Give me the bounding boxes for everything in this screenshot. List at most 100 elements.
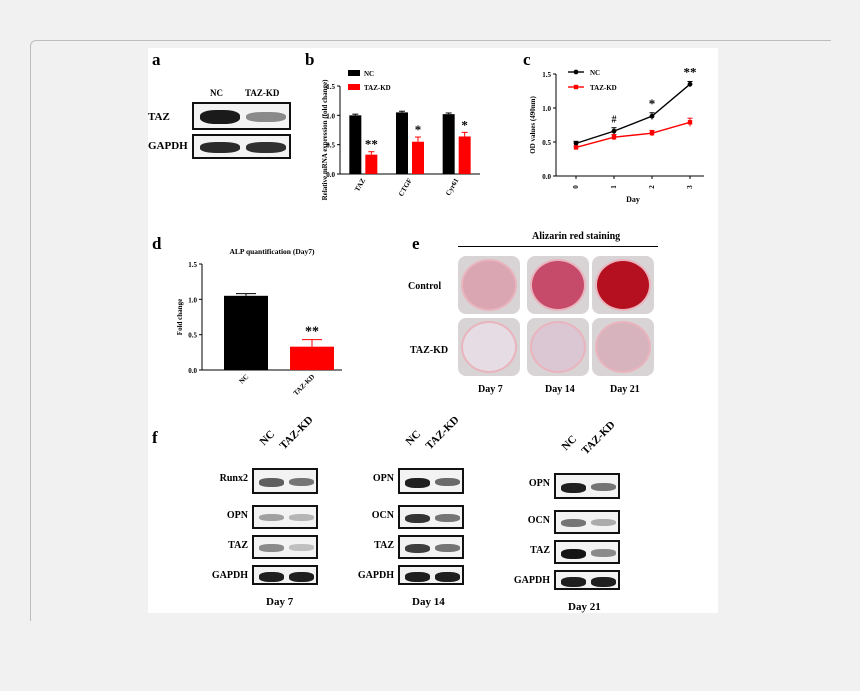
band [289, 514, 314, 521]
y-tick-label: 0.5 [188, 332, 197, 340]
legend-swatch-kd [348, 84, 360, 90]
significance-marker: * [649, 96, 656, 111]
staining-title: Alizarin red staining [532, 231, 621, 242]
row-label-taz: TAZ [148, 111, 170, 123]
blot-opn [398, 468, 464, 494]
day-label: Day 21 [568, 601, 601, 613]
dish-well [530, 259, 586, 311]
band [246, 142, 286, 153]
band [289, 478, 314, 487]
col-label-day14: Day 14 [545, 384, 575, 395]
dish-well [530, 321, 586, 373]
lane-label-nc: NC [559, 433, 580, 453]
y-tick-label: 0.0 [542, 173, 551, 181]
significance-marker: * [415, 122, 422, 137]
y-tick-label: 0.0 [326, 171, 335, 179]
band [405, 514, 430, 524]
row-label-taz: TAZ [228, 540, 248, 551]
row-label-ocn: OCN [371, 510, 394, 521]
culture-dish [592, 318, 654, 376]
band [405, 544, 430, 554]
dish-well [595, 321, 651, 373]
panel-label-c: c [523, 50, 531, 69]
blot-taz [398, 535, 464, 559]
lane-label-taz-kd: TAZ-KD [245, 88, 280, 98]
band [405, 572, 430, 582]
x-tick-label: 3 [686, 185, 694, 189]
legend-label-kd: TAZ-KD [364, 84, 391, 92]
band [561, 577, 586, 587]
data-point-nc [649, 113, 655, 119]
bar-nc [442, 114, 455, 174]
row-label-gapdh: GAPDH [357, 570, 394, 581]
y-axis-label: Relative mRNA expression (fold change) [321, 79, 329, 200]
panel-label-e: e [412, 234, 420, 253]
band [591, 519, 616, 527]
legend-marker-nc [573, 69, 579, 75]
x-tick-label: 0 [572, 185, 580, 189]
y-tick-label: 1.5 [326, 83, 335, 91]
blot-ocn [398, 505, 464, 529]
band [435, 514, 460, 523]
band [591, 483, 616, 492]
x-axis-label: Day [626, 195, 640, 204]
band [246, 112, 286, 122]
row-label-taz: TAZ [530, 545, 550, 556]
row-label-opn: OPN [226, 510, 248, 521]
band [259, 544, 284, 552]
y-tick-label: 0.5 [326, 142, 335, 150]
band [591, 577, 616, 587]
col-label-day7: Day 7 [478, 384, 503, 395]
x-tick-label: 1 [610, 185, 618, 189]
significance-marker: # [612, 115, 617, 126]
dish-well [461, 259, 517, 311]
culture-dish [458, 256, 520, 314]
blot-opn [252, 505, 318, 529]
significance-marker: ** [365, 137, 378, 152]
blot-taz [554, 540, 620, 564]
row-label-gapdh: GAPDH [148, 140, 188, 152]
band [259, 478, 284, 487]
panel-label-d: d [152, 234, 162, 253]
data-point-kd [611, 135, 617, 140]
legend-label-kd: TAZ-KD [590, 84, 617, 92]
y-axis-label: OD values (490nm) [529, 96, 537, 154]
blot-gapdh [192, 134, 291, 159]
significance-marker: ** [305, 325, 319, 340]
y-tick-label: 1.5 [542, 71, 551, 79]
bar-taz-kd [458, 136, 471, 174]
culture-dish [527, 256, 589, 314]
lane-label-taz-kd: TAZ-KD [579, 418, 618, 457]
figure: a NC TAZ-KD TAZ GAPDH b 0.0 0.5 1.0 1.5 Rela… [148, 48, 718, 613]
band [591, 549, 616, 557]
row-label-control: Control [408, 281, 442, 292]
row-label-gapdh: GAPDH [513, 575, 550, 586]
band [259, 514, 284, 522]
bar-taz-kd [365, 154, 378, 174]
row-label-opn: OPN [528, 478, 550, 489]
bar-nc [396, 112, 408, 174]
culture-dish [527, 318, 589, 376]
y-tick-label: 1.0 [542, 105, 551, 113]
panel-label-f: f [152, 428, 158, 447]
day-label: Day 14 [412, 596, 445, 608]
blot-gapdh [398, 565, 464, 585]
band [289, 572, 314, 582]
band [561, 483, 586, 493]
data-point-nc [573, 140, 579, 146]
y-tick-label: 1.0 [326, 112, 335, 120]
legend-label-nc: NC [590, 69, 600, 77]
culture-dish [458, 318, 520, 376]
x-tick-label: 2 [648, 185, 656, 189]
row-label-runx2: Runx2 [219, 473, 248, 484]
legend-label-nc: NC [364, 70, 374, 78]
data-point-nc [611, 128, 617, 134]
y-tick-label: 0.0 [188, 367, 197, 375]
bar-taz-kd [290, 346, 334, 370]
dish-well [595, 259, 651, 311]
band [435, 544, 460, 553]
row-label-gapdh: GAPDH [211, 570, 248, 581]
blot-gapdh [252, 565, 318, 585]
